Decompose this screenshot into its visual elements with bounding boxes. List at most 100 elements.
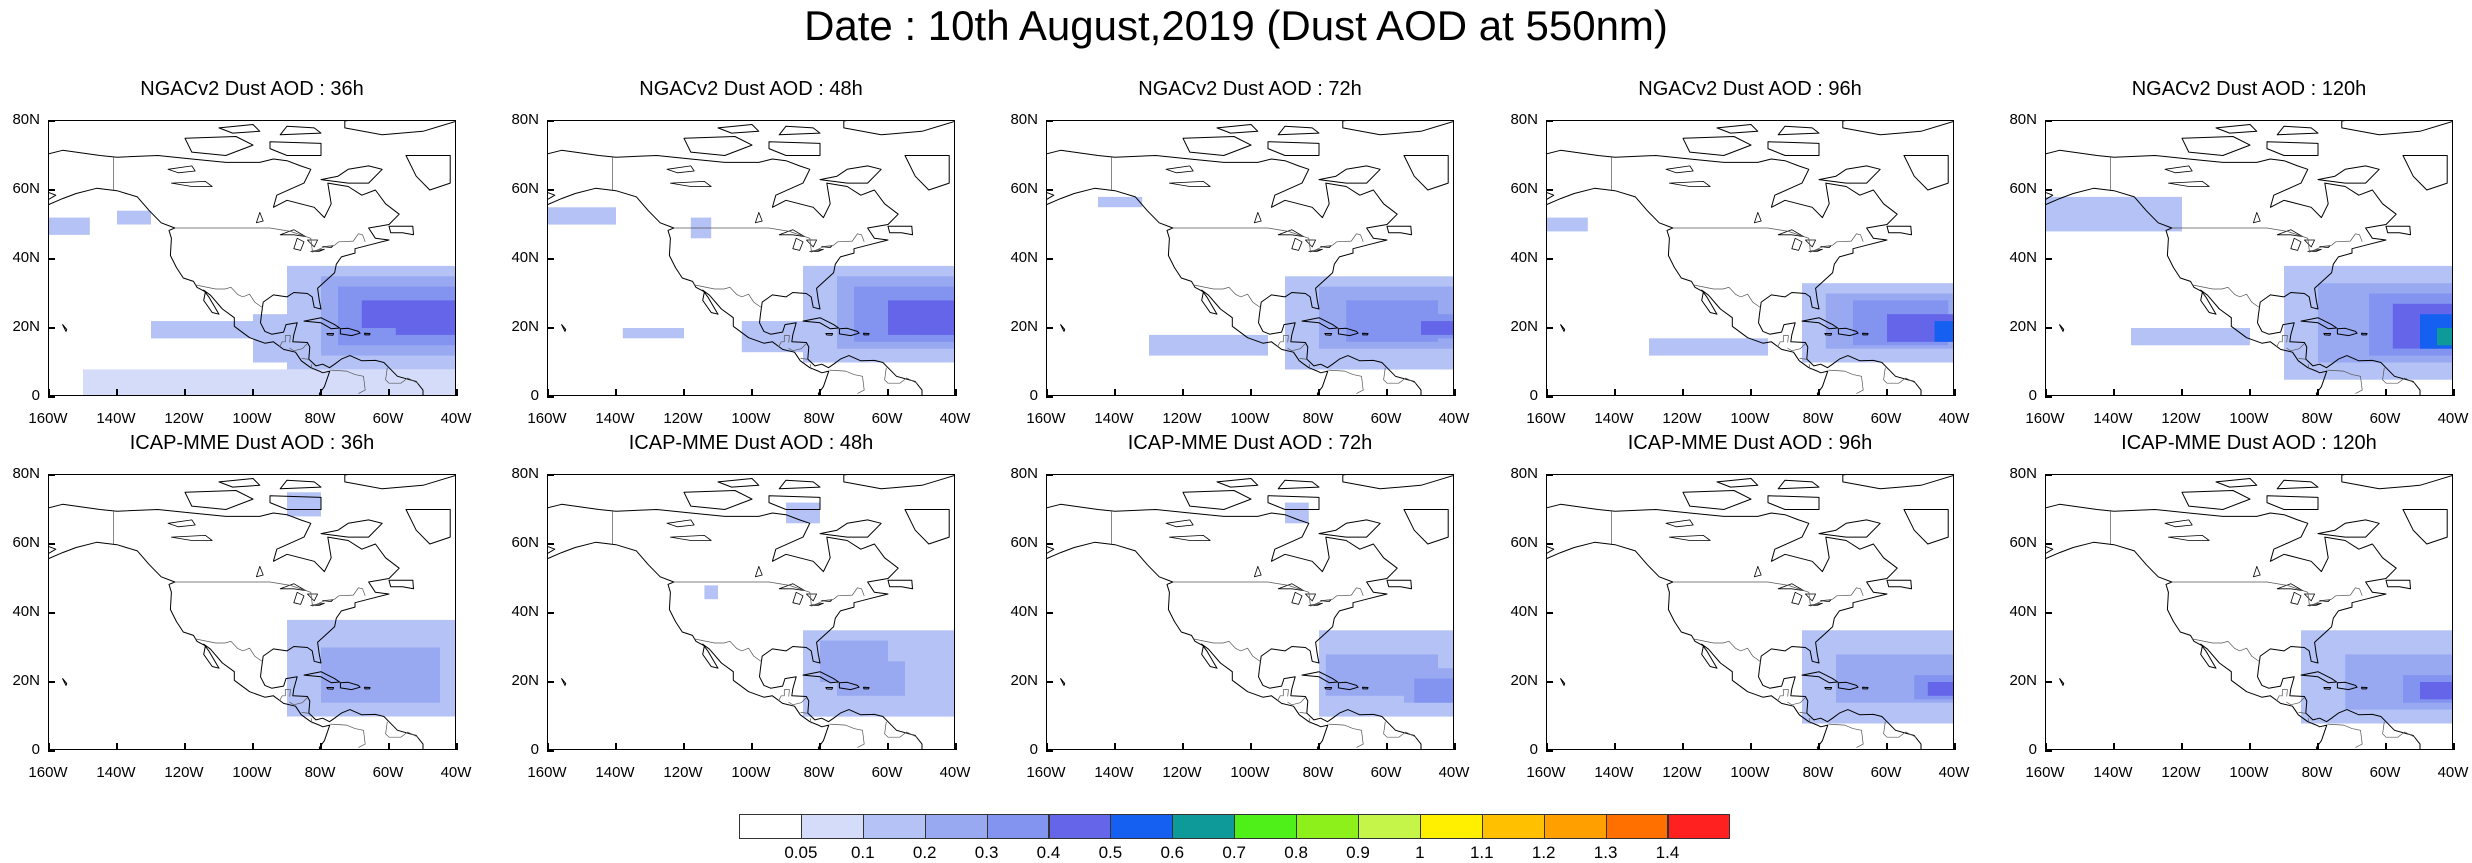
coastline-island bbox=[1716, 124, 1759, 134]
coastline-island bbox=[1301, 317, 1339, 330]
coastline-island bbox=[2341, 121, 2452, 136]
lat-tick-mark bbox=[2045, 474, 2052, 476]
lon-tick-label: 100W bbox=[1730, 764, 1770, 781]
coastline-island bbox=[339, 681, 361, 691]
lon-tick-mark bbox=[1250, 389, 1252, 396]
country-border bbox=[195, 284, 263, 308]
lake-outline bbox=[1791, 237, 1803, 251]
lon-tick-label: 80W bbox=[1802, 410, 1834, 427]
lake-outline bbox=[1665, 519, 1694, 528]
lake-outline bbox=[2290, 591, 2302, 605]
lat-tick-label: 40N bbox=[12, 249, 40, 266]
coastline-north-america bbox=[548, 149, 923, 395]
coastline-island bbox=[1560, 324, 1566, 332]
coastline-north-america bbox=[548, 503, 923, 749]
country-border bbox=[2307, 364, 2310, 370]
colorbar-swatch bbox=[1667, 814, 1731, 839]
lat-tick-label: 40N bbox=[511, 603, 539, 620]
coastline-island bbox=[1324, 687, 1333, 690]
country-border bbox=[1299, 358, 1307, 360]
coastline-island bbox=[1767, 141, 1820, 156]
lake-outline bbox=[2307, 602, 2322, 606]
coastline-island bbox=[388, 225, 414, 236]
map-panel: ICAP-MME Dust AOD : 96h 80N 60N 40N 20N 0 160W… bbox=[1510, 432, 1969, 781]
lon-tick-label: 60W bbox=[372, 764, 404, 781]
aod-cell bbox=[1927, 682, 1953, 696]
lon-tick-mark bbox=[1046, 389, 1048, 396]
aod-cell bbox=[1149, 334, 1268, 356]
country-border bbox=[800, 712, 808, 714]
coastline-island bbox=[303, 671, 341, 684]
lon-tick-mark bbox=[819, 389, 821, 396]
lon-tick-label: 120W bbox=[1162, 764, 1202, 781]
aod-cell bbox=[83, 369, 455, 395]
coastline-island bbox=[717, 124, 760, 134]
aod-cell bbox=[117, 210, 151, 225]
colorbar-swatch bbox=[1296, 814, 1359, 839]
map-panel: NGACv2 Dust AOD : 72h 80N 60N 40N 20N 0 160W 14… bbox=[1010, 78, 1469, 427]
country-border bbox=[1828, 723, 1864, 748]
country-border bbox=[1672, 581, 1864, 607]
lat-tick-label: 80N bbox=[511, 465, 539, 482]
country-border bbox=[778, 335, 790, 348]
lat-tick-mark bbox=[1546, 396, 1553, 398]
coastline-island bbox=[1318, 519, 1381, 538]
colorbar-label: 1.1 bbox=[1469, 843, 1494, 862]
lake-outline bbox=[1665, 165, 1694, 174]
coastline-island bbox=[1301, 671, 1339, 684]
coastline-island bbox=[269, 141, 322, 156]
country-border bbox=[2327, 723, 2363, 748]
colorbar-swatch bbox=[1481, 814, 1545, 839]
lake-outline bbox=[307, 593, 318, 602]
country-border bbox=[1328, 723, 1364, 748]
lat-tick-mark bbox=[1046, 120, 1053, 122]
coastline-island bbox=[843, 475, 954, 490]
lat-tick-mark bbox=[547, 327, 554, 329]
country-border bbox=[1777, 689, 1789, 702]
country-border bbox=[1308, 718, 1311, 724]
lake-outline bbox=[755, 212, 763, 224]
lake-outline bbox=[1669, 535, 1711, 541]
lon-tick-mark bbox=[1818, 389, 1820, 396]
lon-tick-mark bbox=[2181, 743, 2183, 750]
country-border bbox=[2276, 689, 2288, 702]
lat-tick-label: 60N bbox=[12, 534, 40, 551]
coastline-island bbox=[2385, 579, 2411, 590]
lat-tick-mark bbox=[2045, 120, 2052, 122]
coastline-island bbox=[1862, 332, 1869, 336]
lat-tick-mark bbox=[547, 750, 554, 752]
country-border bbox=[1193, 638, 1261, 662]
lon-tick-mark bbox=[1682, 743, 1684, 750]
lat-tick-label: 80N bbox=[12, 465, 40, 482]
colorbar-label: 0.2 bbox=[912, 843, 937, 862]
lat-tick-label: 80N bbox=[2009, 465, 2037, 482]
coastline-north-america bbox=[1547, 503, 1922, 749]
lon-tick-label: 40W bbox=[1438, 764, 1470, 781]
lat-tick-label: 0 bbox=[1029, 741, 1038, 758]
lat-tick-mark bbox=[1546, 120, 1553, 122]
lon-tick-label: 80W bbox=[1302, 764, 1334, 781]
lat-tick-mark bbox=[547, 474, 554, 476]
country-border bbox=[1383, 721, 1417, 738]
lat-tick-label: 20N bbox=[1010, 672, 1038, 689]
lon-tick-mark bbox=[116, 389, 118, 396]
lake-outline bbox=[670, 535, 712, 541]
coastline-island bbox=[2317, 519, 2380, 538]
lake-outline bbox=[806, 593, 817, 602]
lat-tick-label: 0 bbox=[530, 741, 539, 758]
coastline-island bbox=[2402, 155, 2448, 191]
country-border bbox=[2276, 335, 2288, 348]
coastline-island bbox=[2266, 141, 2319, 156]
aod-cell bbox=[2131, 328, 2250, 346]
colorbar-swatch bbox=[1543, 814, 1607, 839]
lon-tick-label: 120W bbox=[663, 410, 703, 427]
lon-tick-mark bbox=[1114, 743, 1116, 750]
lon-tick-label: 140W bbox=[595, 764, 635, 781]
aod-cell bbox=[2420, 682, 2452, 700]
aod-cell bbox=[1547, 217, 1588, 232]
lon-tick-mark bbox=[1454, 743, 1456, 750]
coastline-island bbox=[2323, 333, 2332, 336]
coastline-island bbox=[1386, 579, 1412, 590]
lake-outline bbox=[1169, 535, 1211, 541]
lat-tick-mark bbox=[547, 258, 554, 260]
